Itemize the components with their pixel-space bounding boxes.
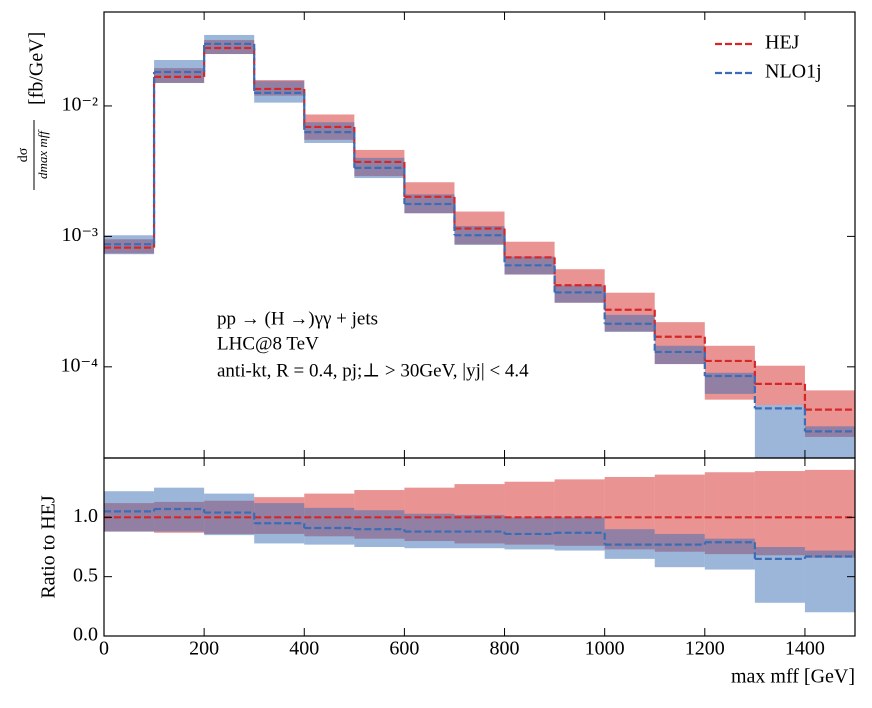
x-tick-label: 400 bbox=[289, 638, 319, 660]
uncertainty-band bbox=[704, 372, 755, 394]
legend-label: HEJ bbox=[765, 32, 800, 54]
ratio-y-label: Ratio to HEJ bbox=[38, 495, 60, 599]
y-tick-label: 10⁻² bbox=[61, 94, 98, 116]
uncertainty-band bbox=[654, 345, 705, 365]
annotation: anti-kt, R = 0.4, pj;⊥ > 30GeV, |yj| < 4… bbox=[217, 360, 529, 381]
uncertainty-band bbox=[754, 471, 805, 556]
y-label-denominator: dmax mff bbox=[35, 129, 50, 179]
annotation: LHC@8 TeV bbox=[217, 333, 319, 354]
ratio-plot bbox=[104, 469, 855, 613]
uncertainty-band bbox=[754, 365, 805, 405]
uncertainty-band bbox=[704, 538, 755, 570]
x-tick-label: 0 bbox=[99, 638, 109, 660]
uncertainty-band bbox=[654, 533, 705, 568]
x-tick-label: 800 bbox=[490, 638, 520, 660]
y-label: dσ dmax mff [fb/GeV] bbox=[16, 32, 50, 190]
x-tick-label: 200 bbox=[189, 638, 219, 660]
y-tick-label: 0.0 bbox=[73, 624, 98, 646]
y-tick-label: 1.0 bbox=[73, 505, 98, 527]
uncertainty-band bbox=[804, 550, 855, 613]
uncertainty-band bbox=[754, 547, 805, 603]
top-plot bbox=[104, 34, 855, 458]
x-tick-label: 1400 bbox=[785, 638, 825, 660]
uncertainty-band bbox=[554, 285, 605, 303]
y-tick-label: 10⁻³ bbox=[61, 224, 98, 246]
ratio-frame bbox=[103, 457, 856, 637]
legend-label: NLO1j bbox=[765, 61, 822, 83]
annotation: pp → (H →)γγ + jets bbox=[217, 308, 378, 329]
uncertainty-band bbox=[304, 507, 355, 545]
y-label-unit: [fb/GeV] bbox=[26, 32, 48, 105]
x-label: max mff [GeV] bbox=[731, 666, 855, 688]
uncertainty-band bbox=[204, 493, 255, 536]
x-tick-label: 1000 bbox=[585, 638, 625, 660]
uncertainty-band bbox=[754, 404, 805, 458]
x-tick-label: 1200 bbox=[685, 638, 725, 660]
uncertainty-band bbox=[554, 517, 605, 551]
y-tick-label: 0.5 bbox=[73, 564, 98, 586]
y-tick-label: 10⁻⁴ bbox=[60, 354, 98, 376]
y-label-numerator: dσ bbox=[16, 147, 31, 162]
uncertainty-band bbox=[804, 469, 855, 558]
axes: 10⁻⁴ 10⁻³ 10⁻² HEJ NLO1j 0.0 0.5 1.0 0 200 400 600 8… bbox=[60, 11, 856, 660]
x-tick-label: 600 bbox=[389, 638, 419, 660]
